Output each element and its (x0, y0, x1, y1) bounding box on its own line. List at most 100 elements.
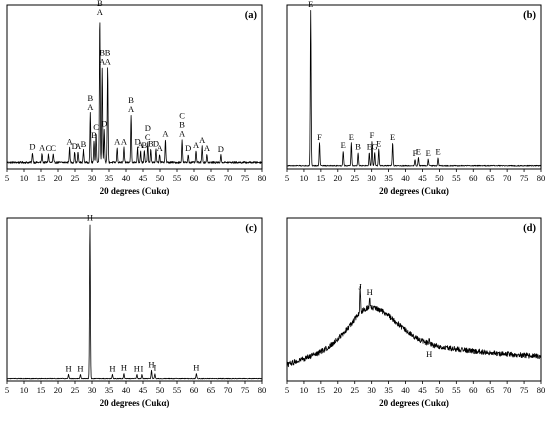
peak-label: H (134, 363, 140, 373)
peak-label: H (109, 363, 115, 373)
peak-label: D (218, 144, 224, 154)
panel-d: 5 10 15 20 25 30 35 40 45 50 55 60 65 70 75 80 20 degree… (285, 217, 546, 408)
x-tick-label: 10 (20, 173, 29, 183)
peak-label: H (193, 363, 199, 373)
x-tick-label: 70 (503, 173, 512, 183)
x-axis-label: 20 degrees (Cukα) (379, 186, 449, 196)
x-tick-label: 20 (334, 385, 343, 395)
x-tick-label: 10 (300, 385, 309, 395)
x-tick-label: 65 (207, 173, 216, 183)
plot-frame (6, 217, 263, 382)
peak-label: A (121, 137, 128, 147)
peak-label: H (65, 363, 71, 373)
x-tick-label: 5 (285, 385, 289, 395)
peak-label: B (81, 139, 87, 149)
peak-label: A (162, 128, 169, 138)
x-tick-label: 15 (37, 173, 46, 183)
peak-label: H (77, 363, 83, 373)
x-tick-label: 75 (241, 385, 250, 395)
x-tick-label: 30 (367, 173, 376, 183)
x-tick-label: 45 (418, 385, 427, 395)
peak-label: E (349, 132, 354, 142)
x-tick-label: 20 (334, 173, 343, 183)
x-tick-label: 50 (156, 385, 165, 395)
x-tick-label: 25 (350, 173, 359, 183)
diffraction-trace (6, 224, 263, 380)
panel-label: (d) (523, 223, 536, 234)
x-tick-label: 55 (452, 385, 461, 395)
x-tick-label: 55 (173, 173, 182, 183)
x-tick-label: 80 (537, 173, 546, 183)
x-tick-label: 45 (139, 385, 148, 395)
x-tick-label: 25 (71, 173, 80, 183)
peak-label: E (435, 147, 440, 157)
peak-label: E (367, 142, 372, 152)
peak-label: H (148, 359, 154, 369)
peak-label: A (114, 137, 121, 147)
x-tick-label: 55 (452, 173, 461, 183)
x-tick-label: 35 (384, 173, 393, 183)
x-axis-label: 20 degrees (Cukα) (379, 398, 449, 408)
diffraction-trace (286, 9, 542, 167)
plot-frame (6, 4, 263, 170)
diffraction-trace (6, 22, 263, 164)
x-tick-label: 25 (350, 385, 359, 395)
peak-label: D (72, 141, 78, 151)
x-tick-label: 70 (224, 385, 233, 395)
peak-label: H (426, 349, 432, 359)
peak-label: I (141, 363, 144, 373)
x-axis-label: 20 degrees (Cukα) (100, 398, 170, 408)
peak-label: I (153, 363, 156, 373)
x-tick-label: 15 (37, 385, 46, 395)
x-tick-label: 50 (156, 173, 165, 183)
x-tick-label: 40 (122, 173, 131, 183)
x-tick-label: 30 (367, 385, 376, 395)
x-tick-label: 15 (317, 385, 326, 395)
peak-label: A (66, 137, 73, 147)
x-tick-label: 35 (384, 385, 393, 395)
x-tick-label: 60 (190, 173, 199, 183)
peak-label: B (142, 140, 148, 150)
x-tick-label: 50 (435, 173, 444, 183)
x-tick-label: 75 (241, 173, 250, 183)
panel-b: 5 10 15 20 25 30 35 40 45 50 55 60 65 70 75 80 20 degree… (285, 0, 545, 196)
peak-label: C (46, 143, 52, 153)
panel-a: 5 10 15 20 25 30 35 40 45 50 55 60 65 70 75 80 20 degree… (5, 0, 266, 196)
x-tick-label: 5 (5, 173, 9, 183)
x-tick-label: 55 (173, 385, 182, 395)
x-tick-label: 35 (105, 173, 114, 183)
peak-label: A (39, 142, 46, 152)
x-tick-label: 50 (435, 385, 444, 395)
x-tick-label: 30 (88, 173, 97, 183)
x-tick-label: 75 (520, 385, 529, 395)
peak-label: A (199, 135, 206, 145)
peak-label: B (355, 142, 361, 152)
panel-label: (b) (523, 10, 536, 21)
x-tick-label: 70 (224, 173, 233, 183)
peak-label: D (185, 143, 191, 153)
x-tick-label: 65 (486, 173, 495, 183)
x-tick-label: 40 (122, 385, 131, 395)
peak-label: C (50, 143, 56, 153)
plot-frame (286, 217, 542, 382)
peak-label: D (29, 142, 35, 152)
peak-label: A (193, 140, 200, 150)
x-tick-label: 30 (88, 385, 97, 395)
peak-label: F (317, 132, 322, 142)
peak-label: D (153, 138, 159, 148)
x-tick-label: 60 (469, 385, 478, 395)
peak-label: A (75, 141, 82, 151)
peak-label: B (148, 138, 154, 148)
x-tick-label: 80 (537, 385, 546, 395)
x-tick-label: 60 (190, 385, 199, 395)
x-tick-label: 5 (285, 173, 289, 183)
x-axis-label: 20 degrees (Cukα) (100, 186, 170, 196)
peak-label: E (416, 147, 421, 157)
peak-label: E (426, 148, 431, 158)
x-tick-label: 65 (207, 385, 216, 395)
peak-label: A (157, 143, 164, 153)
